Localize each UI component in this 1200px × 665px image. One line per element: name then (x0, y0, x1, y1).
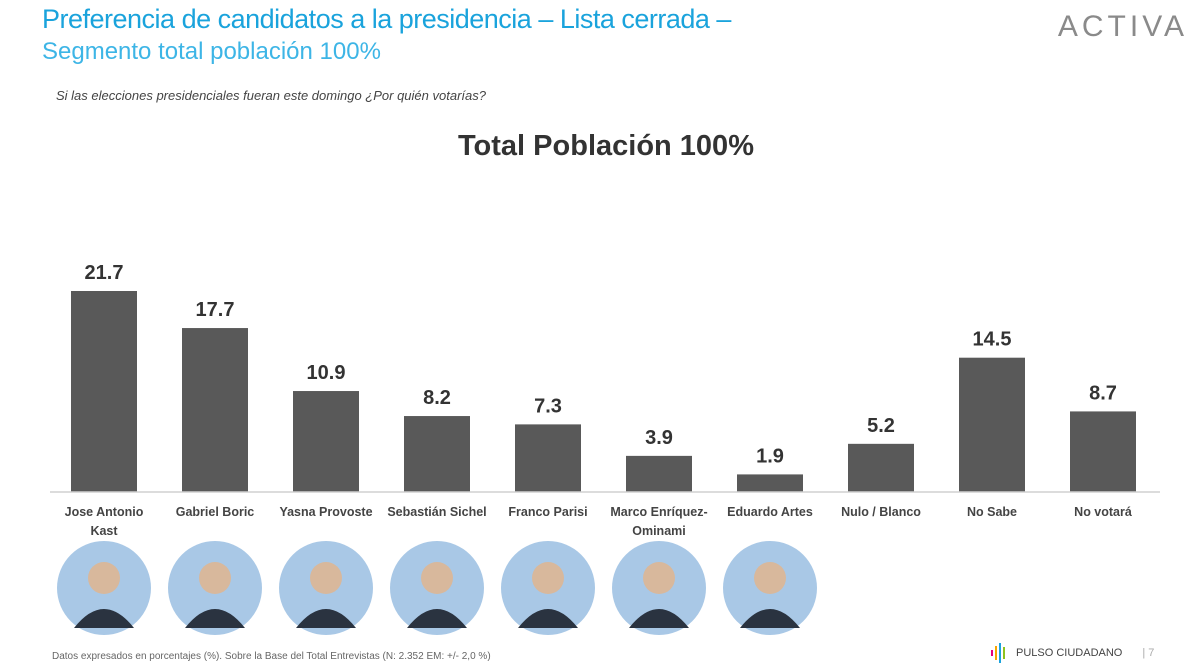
data-label: 10.9 (307, 362, 346, 384)
data-label: 17.7 (196, 299, 235, 321)
bar (737, 474, 803, 492)
candidate-head (643, 562, 675, 594)
bar (515, 424, 581, 492)
category-label: Eduardo Artes (727, 505, 813, 519)
candidate-body (296, 609, 356, 628)
bar (404, 416, 470, 492)
bar (71, 291, 137, 492)
category-label: Kast (90, 524, 118, 538)
candidate-body (629, 609, 689, 628)
data-label: 1.9 (756, 445, 784, 467)
category-label: Sebastián Sichel (387, 505, 486, 519)
brand-name: PULSO CIUDADANO (1016, 647, 1123, 659)
candidate-body (185, 609, 245, 628)
category-label: Yasna Provoste (279, 505, 372, 519)
slide-subtitle: Segmento total población 100% (42, 38, 381, 65)
bar (293, 391, 359, 492)
category-label: No votará (1074, 505, 1132, 519)
candidate-head (754, 562, 786, 594)
data-label: 3.9 (645, 427, 673, 449)
candidate-head (421, 562, 453, 594)
candidate-head (199, 562, 231, 594)
bar (626, 455, 692, 492)
category-label: Franco Parisi (508, 505, 587, 519)
bar (848, 443, 914, 492)
data-label: 14.5 (973, 329, 1012, 351)
activa-logo: ACTIVA (1057, 10, 1188, 43)
candidate-body (407, 609, 467, 628)
pulso-logo-icon (991, 643, 1005, 663)
category-label: Nulo / Blanco (841, 505, 921, 519)
data-label: 7.3 (534, 395, 562, 417)
candidate-body (518, 609, 578, 628)
data-label: 8.2 (423, 387, 451, 409)
category-label: Marco Enríquez- (610, 505, 707, 519)
candidate-head (88, 562, 120, 594)
category-label: Jose Antonio (65, 505, 144, 519)
bar (1070, 411, 1136, 492)
chart-title: Total Población 100% (458, 130, 754, 162)
data-label: 5.2 (867, 415, 895, 437)
footer-note: Datos expresados en porcentajes (%). Sob… (52, 651, 491, 662)
category-label: Gabriel Boric (176, 505, 255, 519)
data-label: 8.7 (1089, 382, 1117, 404)
category-label: No Sabe (967, 505, 1017, 519)
page-number: | 7 (1142, 647, 1155, 659)
data-label: 21.7 (85, 262, 124, 284)
candidate-head (310, 562, 342, 594)
category-label: Ominami (632, 524, 686, 538)
candidate-body (740, 609, 800, 628)
page-number-value: 7 (1148, 647, 1155, 659)
slide-title: Preferencia de candidatos a la presidenc… (42, 4, 731, 34)
pulso-ciudadano-brand: PULSO CIUDADANO | 7 (990, 643, 1154, 663)
bar (959, 357, 1025, 492)
bar (182, 328, 248, 492)
candidate-head (532, 562, 564, 594)
survey-question: Si las elecciones presidenciales fueran … (56, 88, 486, 103)
candidate-body (74, 609, 134, 628)
